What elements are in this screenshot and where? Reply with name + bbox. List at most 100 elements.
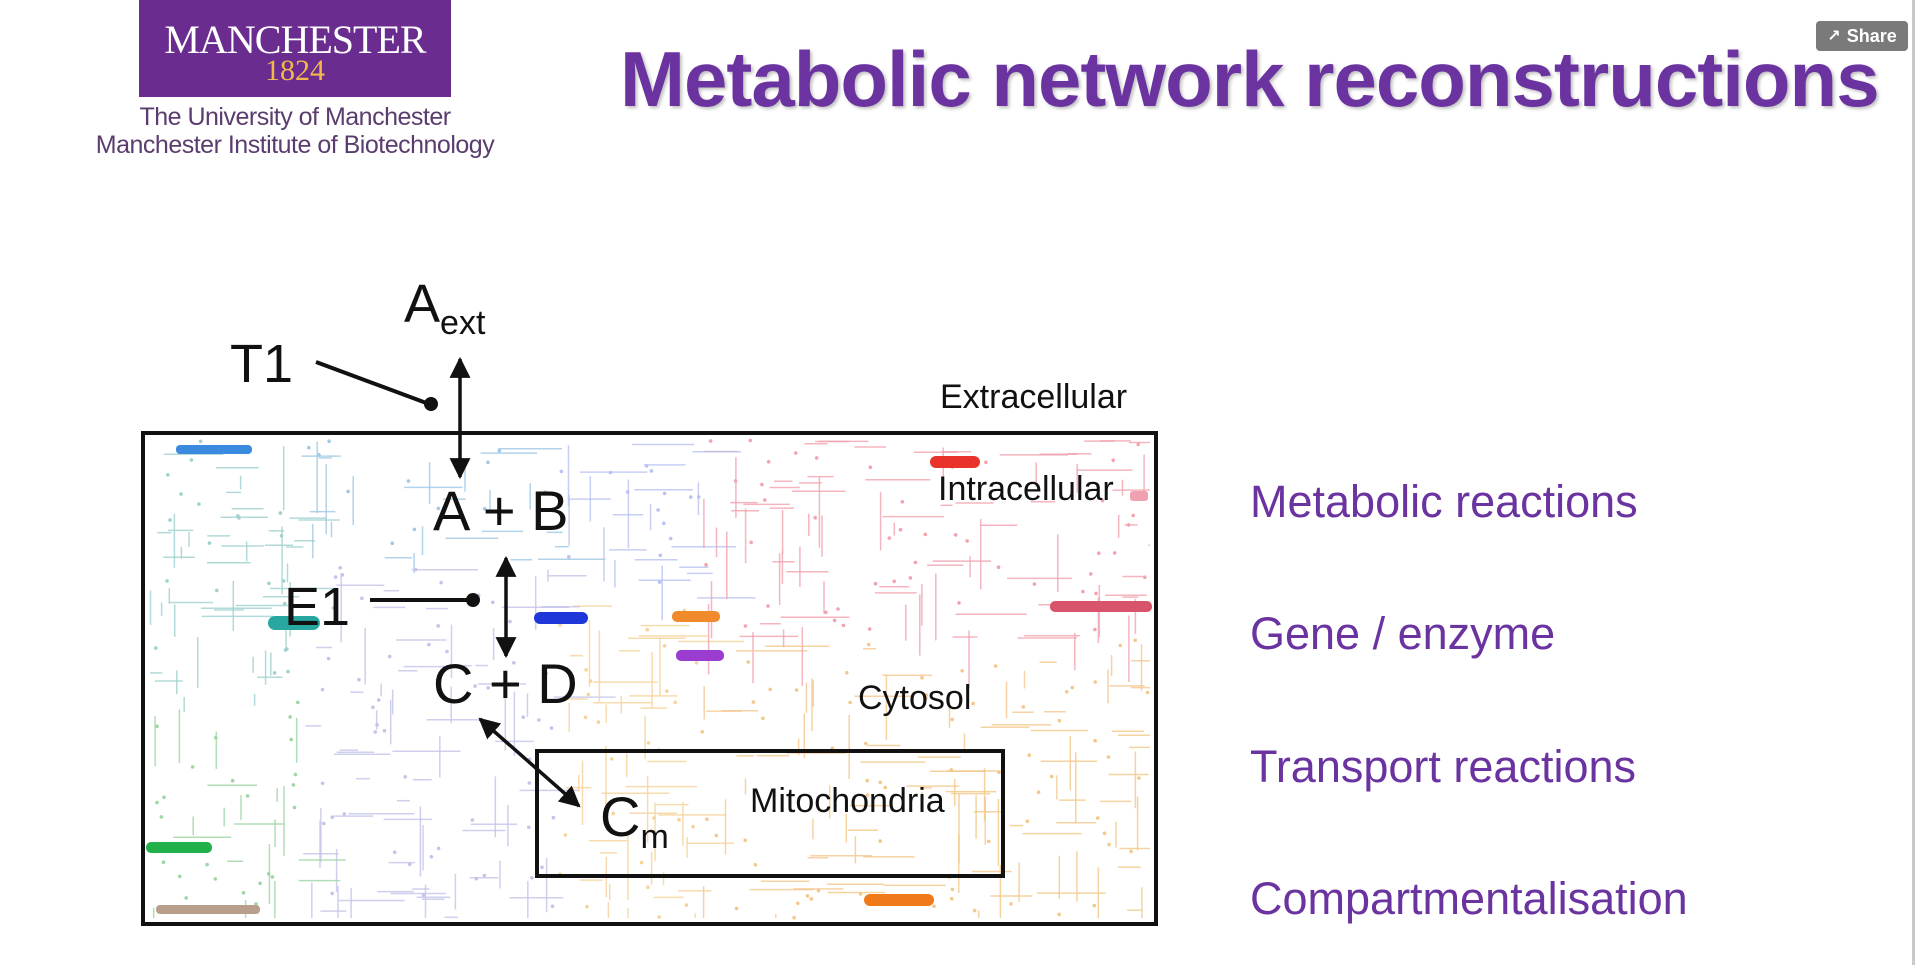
metabolite-node xyxy=(1070,685,1075,690)
metabolite-node xyxy=(1093,738,1097,743)
metabolite-node xyxy=(878,839,882,843)
metabolite-node xyxy=(322,821,326,826)
share-label: Share xyxy=(1846,25,1897,46)
cell-boundary-box xyxy=(141,431,1158,926)
metabolite-node xyxy=(429,855,434,859)
metabolite-node xyxy=(816,888,821,893)
metabolite-node xyxy=(836,607,840,611)
metabolite-node xyxy=(550,904,555,909)
metabolite-node xyxy=(953,533,958,537)
intracellular-label: Intracellular xyxy=(938,470,1114,508)
share-button[interactable]: ↗ Share xyxy=(1816,21,1908,51)
metabolite-node xyxy=(342,812,347,816)
logo-subtitle-university: The University of Manchester xyxy=(139,103,451,131)
metabolite-node xyxy=(761,716,765,721)
metabolite-node xyxy=(296,700,300,705)
metabolite-node xyxy=(960,669,964,673)
metabolite-node xyxy=(155,800,159,805)
metabolite-node xyxy=(436,506,441,511)
pathway-tag xyxy=(1130,491,1148,501)
metabolite-node xyxy=(330,891,335,896)
ab-label: A + B xyxy=(433,479,568,542)
metabolite-node xyxy=(241,891,246,895)
metabolite-node xyxy=(236,514,240,518)
metabolite-node xyxy=(1094,591,1098,596)
metabolite-node xyxy=(845,670,849,675)
metabolite-node xyxy=(207,541,212,545)
metabolite-node xyxy=(768,687,772,692)
metabolite-node xyxy=(805,894,810,898)
metabolite-node xyxy=(333,575,338,579)
metabolite-node xyxy=(177,874,182,879)
metabolite-node xyxy=(320,687,325,692)
metabolite-node xyxy=(645,627,649,632)
t1-connector-dot xyxy=(424,397,438,411)
metabolite-node xyxy=(809,897,814,901)
metabolite-node xyxy=(658,553,663,558)
metabolite-node xyxy=(965,539,969,543)
metabolite-node xyxy=(258,881,262,886)
metabolite-node xyxy=(282,601,287,606)
metabolite-node xyxy=(608,470,613,475)
metabolite-node xyxy=(470,818,475,822)
metabolite-node xyxy=(215,588,219,593)
metabolite-node xyxy=(662,644,667,648)
metabolite-node xyxy=(691,824,695,829)
metabolite-node xyxy=(338,566,343,570)
metabolite-node xyxy=(714,833,719,838)
metabolite-node xyxy=(390,541,395,545)
metabolite-node xyxy=(527,781,532,785)
metabolite-node xyxy=(357,677,361,682)
metabolite-node xyxy=(508,619,512,624)
metabolite-node xyxy=(898,527,903,532)
metabolite-node xyxy=(154,646,158,650)
metabolite-node xyxy=(1009,902,1013,906)
metabolite-node xyxy=(1081,589,1085,594)
metabolite-node xyxy=(317,453,321,457)
metabolite-node xyxy=(559,469,564,474)
metabolite-node xyxy=(1131,513,1135,518)
metabolite-node xyxy=(155,724,159,729)
metabolite-node xyxy=(373,730,378,734)
slide-edge-divider xyxy=(1912,0,1915,965)
metabolite-node xyxy=(1092,903,1097,908)
metabolite-node xyxy=(413,567,418,572)
metabolite-node xyxy=(1129,849,1133,854)
metabolite-node xyxy=(733,479,738,483)
metabolite-node xyxy=(950,717,954,722)
metabolite-node xyxy=(293,772,298,777)
metabolite-node xyxy=(1143,575,1147,579)
metabolite-node xyxy=(436,624,441,628)
metabolite-node xyxy=(924,696,928,700)
metabolite-node xyxy=(283,648,288,652)
metabolite-node xyxy=(625,490,630,494)
metabolite-node xyxy=(1095,816,1100,820)
metabolite-node xyxy=(214,735,218,740)
metabolite-node xyxy=(585,904,589,909)
slide-title: Metabolic network reconstructions xyxy=(620,35,1880,123)
metabolite-node xyxy=(1118,643,1122,648)
metabolite-node xyxy=(639,860,644,865)
metabolite-node xyxy=(1137,776,1141,780)
metabolite-node xyxy=(949,896,954,901)
list-item-transport-reactions: Transport reactions xyxy=(1250,741,1636,792)
metabolite-node xyxy=(291,783,296,787)
metabolite-node xyxy=(1032,582,1037,586)
metabolite-node xyxy=(913,560,918,565)
metabolite-node xyxy=(649,469,654,473)
metabolite-node xyxy=(1089,572,1093,576)
t1-connector xyxy=(315,360,430,406)
metabolite-node xyxy=(473,684,477,688)
pathway-tag xyxy=(864,894,934,906)
metabolite-node xyxy=(704,563,708,567)
metabolite-node xyxy=(482,873,487,878)
metabolite-node xyxy=(439,580,444,585)
metabolite-node xyxy=(848,700,852,705)
metabolite-node xyxy=(530,876,534,880)
metabolite-node xyxy=(1097,551,1101,555)
metabolite-node xyxy=(330,815,335,819)
metabolite-node xyxy=(1093,627,1097,632)
mitochondria-boundary-box xyxy=(535,749,1005,878)
pathway-tag xyxy=(534,612,588,624)
